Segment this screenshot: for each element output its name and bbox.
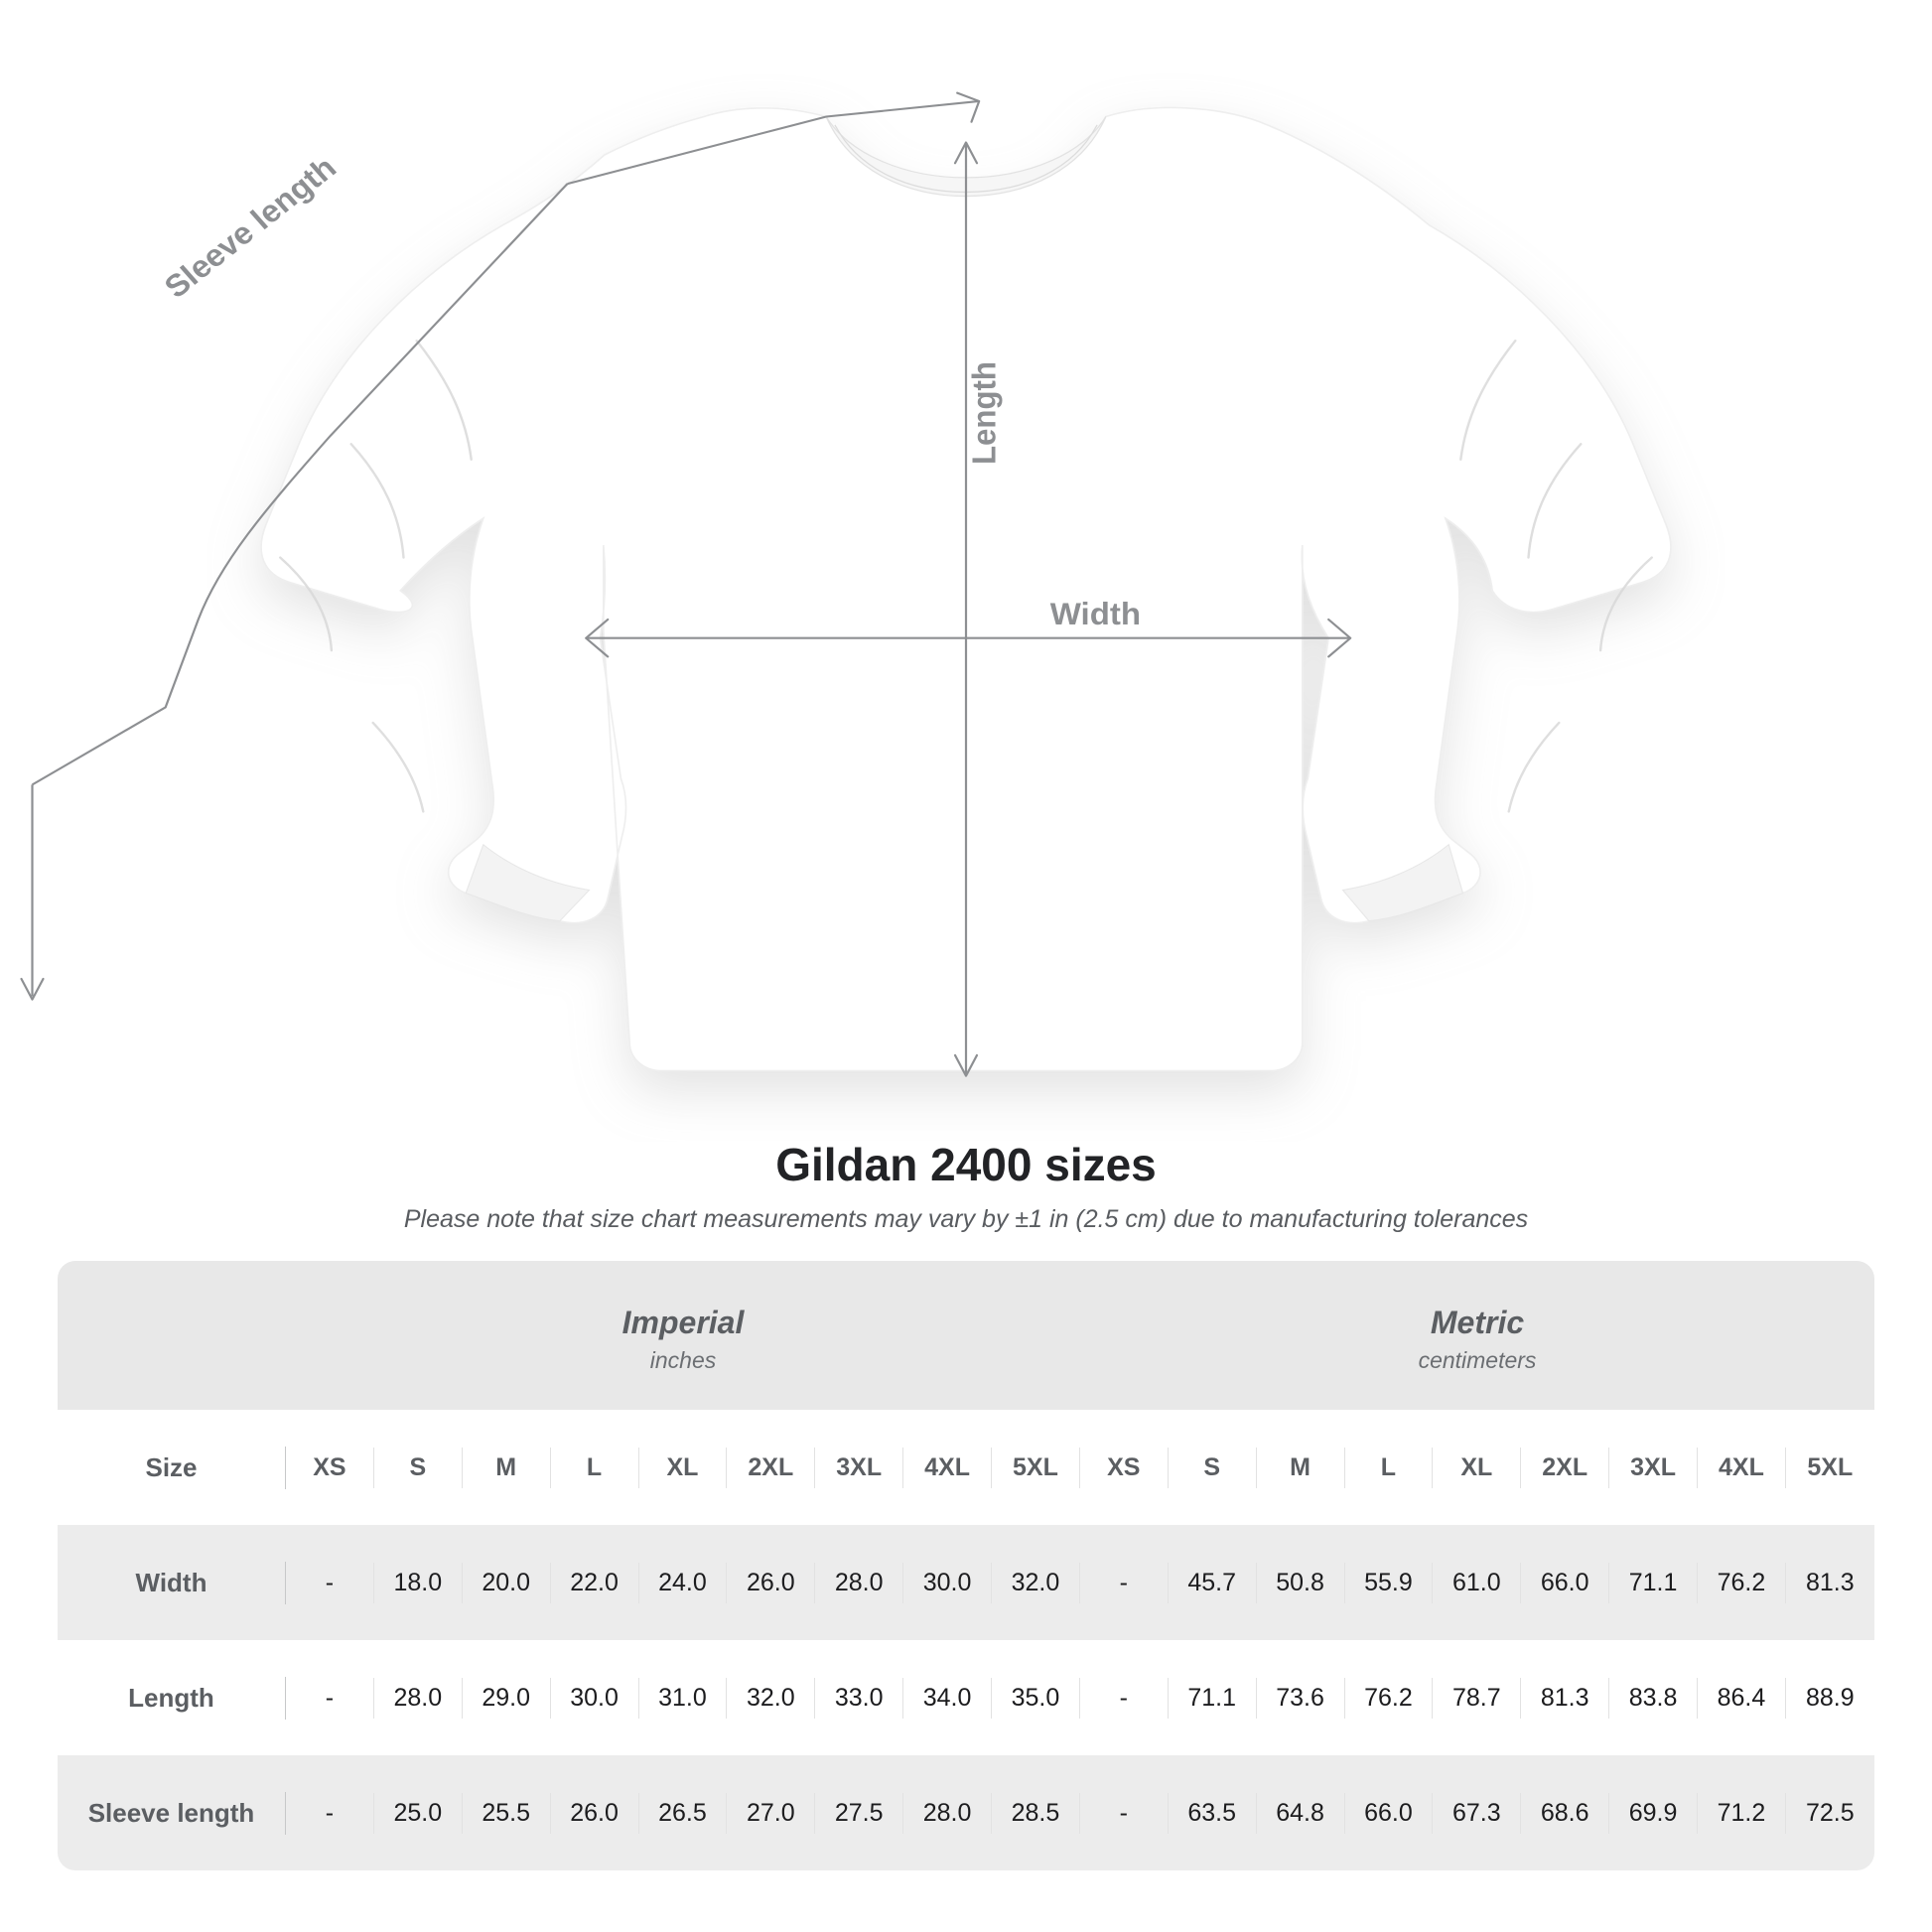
svg-text:Length: Length <box>966 361 1003 465</box>
svg-text:Width: Width <box>1050 597 1141 631</box>
svg-text:Sleeve length: Sleeve length <box>158 150 344 305</box>
